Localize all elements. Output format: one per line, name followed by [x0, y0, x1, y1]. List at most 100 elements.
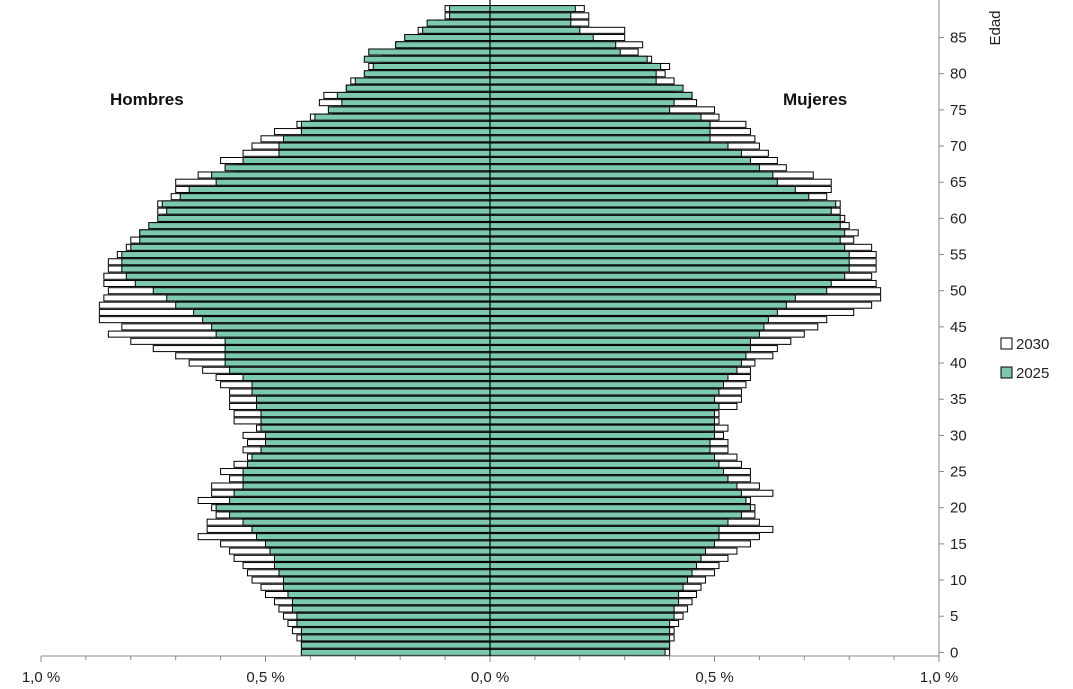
bar-male-2025-age-61: [166, 207, 491, 215]
bar-male-2025-age-9: [282, 583, 491, 591]
bar-male-2025-age-74: [314, 113, 491, 121]
bar-female-2025-age-71: [489, 135, 711, 143]
bar-female-2025-age-0: [489, 648, 666, 656]
bar-male-2025-age-37: [251, 381, 491, 389]
bar-male-2025-age-34: [256, 402, 491, 410]
bar-female-2025-age-5: [489, 612, 675, 620]
bar-male-2025-age-59: [148, 222, 491, 230]
bar-male-2025-age-50: [152, 287, 491, 295]
bar-female-2025-age-87: [489, 19, 572, 27]
bar-male-2025-age-51: [134, 279, 491, 288]
bar-male-2025-age-30: [265, 431, 491, 439]
bar-male-2025-age-42: [224, 345, 491, 353]
bar-male-2025-age-10: [282, 576, 491, 584]
bar-male-2025-age-63: [179, 193, 491, 201]
bar-male-2025-age-83: [368, 48, 491, 56]
bar-female-2025-age-37: [489, 381, 724, 389]
bar-female-2025-age-4: [489, 619, 671, 627]
bar-female-2025-age-27: [489, 453, 715, 461]
bar-female-2025-age-78: [489, 84, 684, 92]
bar-female-2025-age-46: [489, 316, 769, 324]
bar-female-2025-age-31: [489, 424, 715, 432]
bar-female-2025-age-11: [489, 569, 693, 577]
y-tick-label: 35: [950, 391, 967, 408]
bar-male-2025-age-71: [282, 135, 491, 143]
bar-female-2025-age-29: [489, 439, 711, 447]
bar-male-2025-age-44: [215, 330, 491, 338]
bar-male-2025-age-64: [188, 185, 491, 193]
bar-female-2025-age-60: [489, 214, 841, 222]
y-axis-label: Edad: [987, 10, 1004, 45]
bar-male-2025-age-75: [327, 106, 491, 114]
bar-male-2025-age-68: [242, 157, 491, 165]
y-tick-label: 60: [950, 210, 967, 227]
bar-female-2025-age-32: [489, 417, 715, 425]
bar-female-2025-age-52: [489, 272, 846, 280]
bar-male-2025-age-40: [224, 359, 491, 367]
bar-female-2025-age-74: [489, 113, 702, 121]
bar-female-2025-age-70: [489, 142, 729, 150]
bar-male-2025-age-12: [273, 562, 491, 570]
bar-female-2025-age-34: [489, 402, 720, 410]
bar-female-2025-age-38: [489, 374, 729, 382]
bar-male-2025-age-88: [449, 12, 491, 20]
legend-label-2025: 2025: [1016, 365, 1049, 382]
y-tick-label: 0: [950, 644, 958, 661]
bar-female-2025-age-69: [489, 149, 742, 157]
bar-male-2025-age-72: [300, 128, 491, 136]
bar-male-2025-age-22: [233, 489, 491, 497]
bar-female-2025-age-42: [489, 345, 751, 353]
y-tick-label: 55: [950, 247, 967, 264]
bar-female-2025-age-77: [489, 91, 693, 99]
bar-male-2025-age-76: [341, 99, 491, 107]
bar-male-2025-age-1: [300, 641, 491, 649]
y-tick-label: 45: [950, 319, 967, 336]
bar-female-2025-age-15: [489, 540, 715, 548]
bar-male-2025-age-18: [242, 518, 491, 526]
bar-female-2025-age-84: [489, 41, 617, 49]
bar-male-2025-age-85: [404, 34, 491, 42]
bar-male-2025-age-48: [175, 301, 491, 309]
bar-female-2025-age-10: [489, 576, 689, 584]
bar-male-2025-age-54: [121, 258, 491, 266]
bar-male-2025-age-11: [278, 569, 491, 577]
bar-female-2025-age-81: [489, 62, 662, 71]
bar-female-2025-age-36: [489, 388, 720, 396]
bar-male-2025-age-57: [139, 236, 491, 244]
bar-female-2025-age-39: [489, 366, 738, 374]
bar-male-2025-age-77: [336, 91, 491, 99]
series-2025-bars: [121, 5, 850, 656]
x-tick-label: 1,0 %: [920, 669, 958, 686]
bar-female-2025-age-1: [489, 641, 671, 649]
bar-male-2025-age-24: [242, 475, 491, 483]
y-tick-label: 50: [950, 283, 967, 300]
bar-female-2025-age-47: [489, 308, 778, 316]
y-tick-label: 80: [950, 66, 967, 83]
bar-male-2025-age-69: [278, 149, 491, 157]
bar-male-2025-age-87: [426, 19, 491, 27]
bar-male-2025-age-6: [291, 605, 491, 613]
bar-female-2025-age-3: [489, 627, 671, 635]
bar-male-2025-age-82: [363, 55, 491, 63]
bar-female-2025-age-6: [489, 605, 675, 613]
bar-male-2025-age-0: [300, 648, 491, 656]
bar-female-2025-age-56: [489, 243, 846, 251]
bar-male-2025-age-46: [202, 316, 491, 324]
y-tick-label: 40: [950, 355, 967, 372]
x-tick-label: 1,0 %: [22, 669, 60, 686]
y-axis-ticks: 0 5 10 15 20 25 30 35 40 45 50 55 60 65 70 75 80 85: [939, 30, 967, 661]
bar-female-2025-age-82: [489, 55, 648, 63]
bar-female-2025-age-25: [489, 468, 724, 476]
bar-male-2025-age-53: [121, 265, 491, 273]
bar-female-2025-age-14: [489, 547, 707, 555]
bar-female-2025-age-2: [489, 634, 671, 642]
bar-male-2025-age-52: [125, 272, 491, 280]
bar-female-2025-age-73: [489, 120, 711, 128]
bar-female-2025-age-21: [489, 496, 747, 505]
bar-female-2025-age-7: [489, 598, 680, 606]
bar-female-2025-age-45: [489, 323, 765, 331]
bar-male-2025-age-5: [296, 612, 491, 620]
bar-female-2025-age-65: [489, 178, 778, 186]
bar-female-2025-age-35: [489, 395, 715, 403]
